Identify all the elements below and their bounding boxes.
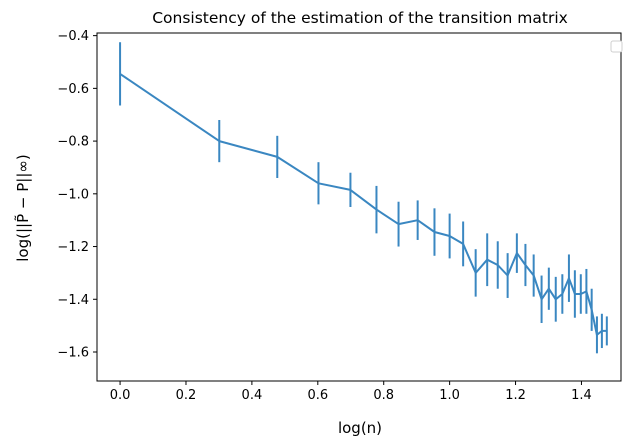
series-layer [119,73,607,336]
y-tick-label: −1.2 [57,240,89,255]
x-axis-ticks: 0.0 0.2 0.4 0.6 0.8 1.0 1.2 1.4 [110,381,592,403]
x-tick-label: 0.0 [110,388,131,403]
y-axis-ticks: −0.4 −0.6 −0.8 −1.0 −1.2 −1.4 −1.6 [57,29,97,361]
x-tick-label: 0.4 [242,388,263,403]
y-tick-label: −1.4 [57,293,89,308]
y-tick-label: −1.6 [57,346,89,361]
x-tick-label: 1.4 [571,388,592,403]
x-tick-label: 0.2 [176,388,197,403]
y-tick-label: −0.6 [57,82,89,97]
plot-area [97,33,621,381]
series-line [119,73,607,336]
chart-title: Consistency of the estimation of the tra… [152,9,568,27]
y-axis-label: log(||P̃ − P||∞) [13,154,32,261]
x-tick-label: 0.6 [307,388,328,403]
x-axis-label: log(n) [338,419,382,437]
x-tick-label: 1.0 [439,388,460,403]
x-tick-label: 0.8 [373,388,394,403]
plot-frame [96,32,622,382]
y-tick-label: −1.0 [57,187,89,202]
y-tick-label: −0.8 [57,135,89,150]
x-tick-label: 1.2 [505,388,526,403]
legend-box [610,40,623,53]
y-tick-label: −0.4 [57,29,89,44]
